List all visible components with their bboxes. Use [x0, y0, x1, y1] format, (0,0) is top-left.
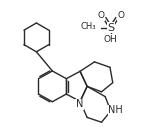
Text: NH: NH [108, 105, 123, 115]
Text: O: O [117, 11, 124, 20]
Text: O: O [97, 11, 104, 20]
Text: N: N [76, 99, 83, 109]
Text: CH₃: CH₃ [81, 22, 96, 31]
Text: OH: OH [104, 35, 118, 44]
Text: S: S [107, 23, 114, 33]
